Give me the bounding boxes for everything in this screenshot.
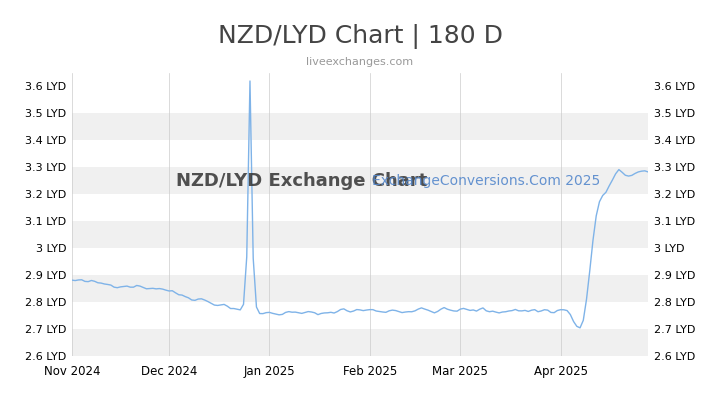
Bar: [72, 113, 648, 141]
Bar: [72, 194, 648, 222]
Bar: [72, 167, 648, 194]
Text: ExchangeConversions.Com 2025: ExchangeConversions.Com 2025: [372, 174, 600, 188]
Bar: [72, 222, 648, 248]
Bar: [72, 275, 648, 303]
Bar: [72, 303, 648, 329]
Text: NZD/LYD Chart | 180 D: NZD/LYD Chart | 180 D: [217, 24, 503, 49]
Text: liveexchanges.com: liveexchanges.com: [307, 57, 413, 67]
Bar: [72, 86, 648, 113]
Bar: [72, 248, 648, 275]
Bar: [72, 141, 648, 167]
Text: NZD/LYD Exchange Chart: NZD/LYD Exchange Chart: [176, 172, 427, 190]
Bar: [72, 329, 648, 356]
